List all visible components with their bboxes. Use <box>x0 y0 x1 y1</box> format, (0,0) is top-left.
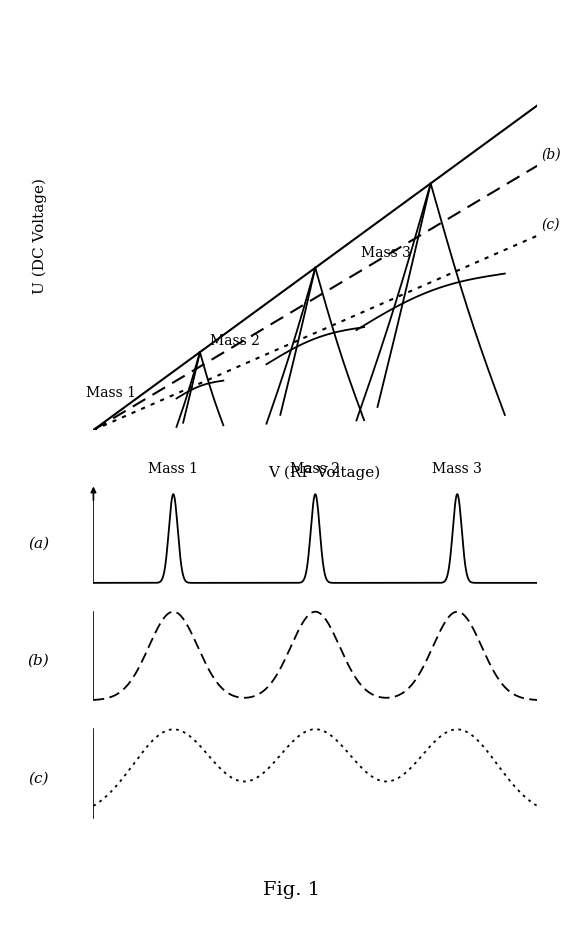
Text: (c): (c) <box>29 771 49 785</box>
Text: (c): (c) <box>541 218 559 232</box>
Text: Mass 2: Mass 2 <box>290 462 340 476</box>
Text: Mass 3: Mass 3 <box>361 246 410 260</box>
Text: Fig. 1: Fig. 1 <box>263 881 320 899</box>
Text: V (RF Voltage): V (RF Voltage) <box>268 465 380 479</box>
Text: (a): (a) <box>28 536 49 550</box>
Text: (b): (b) <box>27 654 49 668</box>
Text: Mass 2: Mass 2 <box>210 334 260 348</box>
Text: Mass 1: Mass 1 <box>148 462 198 476</box>
Text: Mass 3: Mass 3 <box>431 462 482 476</box>
Text: (b): (b) <box>541 148 560 162</box>
Text: U (DC Voltage): U (DC Voltage) <box>33 178 47 294</box>
Text: Mass 1: Mass 1 <box>86 386 136 400</box>
